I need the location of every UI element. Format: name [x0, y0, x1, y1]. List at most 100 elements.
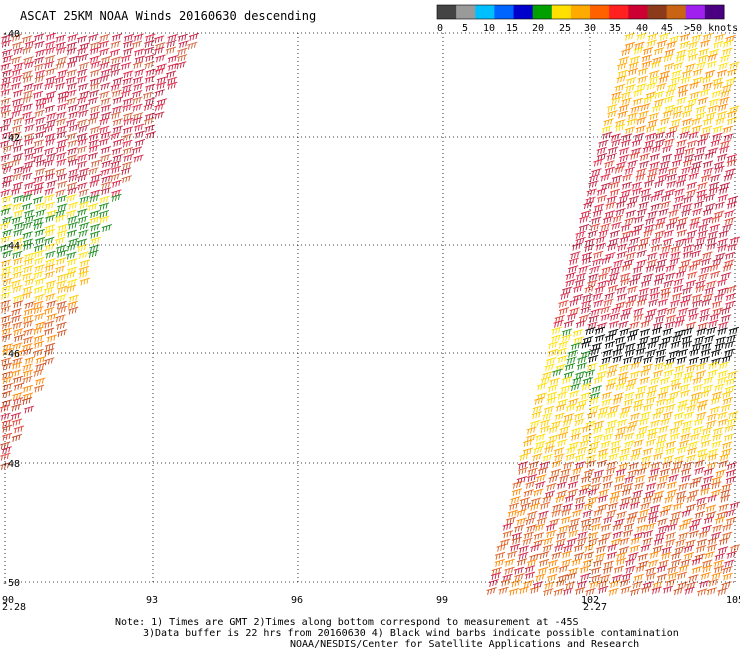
wind-barb — [664, 138, 675, 147]
wind-barb — [654, 98, 665, 107]
latitude-label: -44 — [2, 241, 20, 252]
wind-barb — [1, 76, 12, 85]
wind-barb — [615, 200, 627, 209]
wind-barb — [633, 224, 644, 233]
wind-barb — [626, 118, 638, 127]
wind-barb — [586, 454, 597, 463]
wind-barb — [685, 63, 696, 72]
wind-barb — [644, 224, 655, 233]
wind-barb — [593, 250, 604, 259]
wind-barb — [12, 202, 23, 211]
wind-barb — [46, 300, 57, 309]
wind-barb — [596, 545, 607, 554]
wind-barb — [46, 334, 57, 343]
wind-barb — [616, 286, 627, 295]
wind-barb — [587, 488, 598, 497]
wind-barb — [689, 348, 700, 357]
wind-barb — [0, 462, 11, 471]
colorbar-swatch — [494, 5, 515, 19]
wind-barb — [662, 504, 673, 513]
wind-barb — [699, 88, 711, 97]
wind-barb — [659, 32, 670, 41]
wind-barb — [635, 173, 646, 182]
wind-barb — [693, 426, 704, 435]
wind-barb — [654, 47, 665, 56]
wind-barb — [123, 33, 135, 42]
wind-barb — [44, 168, 56, 177]
wind-barb — [46, 209, 57, 218]
wind-barb — [624, 391, 635, 400]
wind-barb — [573, 544, 585, 552]
wind-barb — [1, 180, 13, 189]
wind-barb — [641, 585, 652, 594]
wind-barb — [726, 334, 737, 343]
wind-barb — [89, 46, 101, 55]
wind-barb — [580, 483, 592, 492]
wind-barb — [669, 257, 680, 266]
wind-barb — [619, 328, 630, 337]
wind-barb — [651, 236, 662, 245]
wind-barb — [649, 75, 660, 84]
wind-barb — [56, 300, 67, 309]
wind-barb — [536, 382, 548, 391]
wind-barb — [11, 109, 22, 118]
wind-barb — [33, 306, 44, 315]
wind-barb — [641, 54, 652, 63]
wind-barb — [24, 301, 35, 310]
wind-barb — [619, 502, 630, 511]
wind-barb — [684, 153, 695, 162]
wind-barb — [44, 124, 55, 133]
wind-barb — [591, 216, 602, 225]
wind-barb — [145, 33, 156, 42]
wind-barb — [2, 249, 13, 258]
wind-barb — [2, 55, 13, 64]
wind-barb — [110, 111, 122, 120]
wind-barb — [616, 551, 627, 560]
wind-barb — [582, 433, 593, 442]
wind-barb — [77, 68, 88, 77]
wind-barb — [178, 40, 189, 49]
wind-barb — [123, 70, 134, 79]
wind-barb — [604, 333, 616, 342]
wind-barb — [580, 518, 592, 527]
wind-barb — [35, 321, 46, 330]
wind-barb — [683, 236, 695, 245]
wind-barb — [717, 418, 729, 427]
wind-barb — [0, 452, 11, 461]
wind-barb — [629, 195, 640, 204]
wind-barb — [598, 272, 609, 281]
wind-barb — [714, 210, 725, 219]
wind-barb — [177, 54, 188, 63]
wind-barb — [591, 574, 602, 583]
wind-barb — [585, 420, 596, 429]
wind-barb — [654, 222, 666, 230]
wind-barb — [552, 368, 563, 377]
wind-barb — [652, 495, 663, 504]
wind-barb — [619, 235, 631, 244]
wind-barb — [607, 543, 618, 552]
wind-barb — [686, 189, 697, 198]
wind-barb — [613, 259, 624, 268]
wind-barb — [516, 508, 527, 517]
wind-barb — [101, 224, 113, 233]
wind-barb — [546, 529, 557, 538]
wind-barb — [673, 371, 684, 380]
wind-barb — [696, 189, 707, 198]
wind-barb — [637, 242, 649, 251]
wind-barb — [584, 468, 595, 477]
wind-barb — [726, 68, 738, 77]
wind-barb — [717, 376, 728, 385]
wind-barb — [616, 342, 627, 351]
wind-barb — [89, 210, 100, 219]
wind-barb — [662, 110, 674, 118]
wind-barb — [639, 287, 650, 296]
wind-barb — [688, 172, 699, 181]
wind-barb — [54, 76, 66, 84]
wind-barb — [581, 475, 592, 484]
wind-barb — [580, 210, 592, 219]
wind-barb — [674, 195, 685, 204]
colorbar-label: 30 — [584, 23, 596, 34]
wind-barb — [619, 147, 630, 156]
wind-barb — [596, 146, 607, 155]
